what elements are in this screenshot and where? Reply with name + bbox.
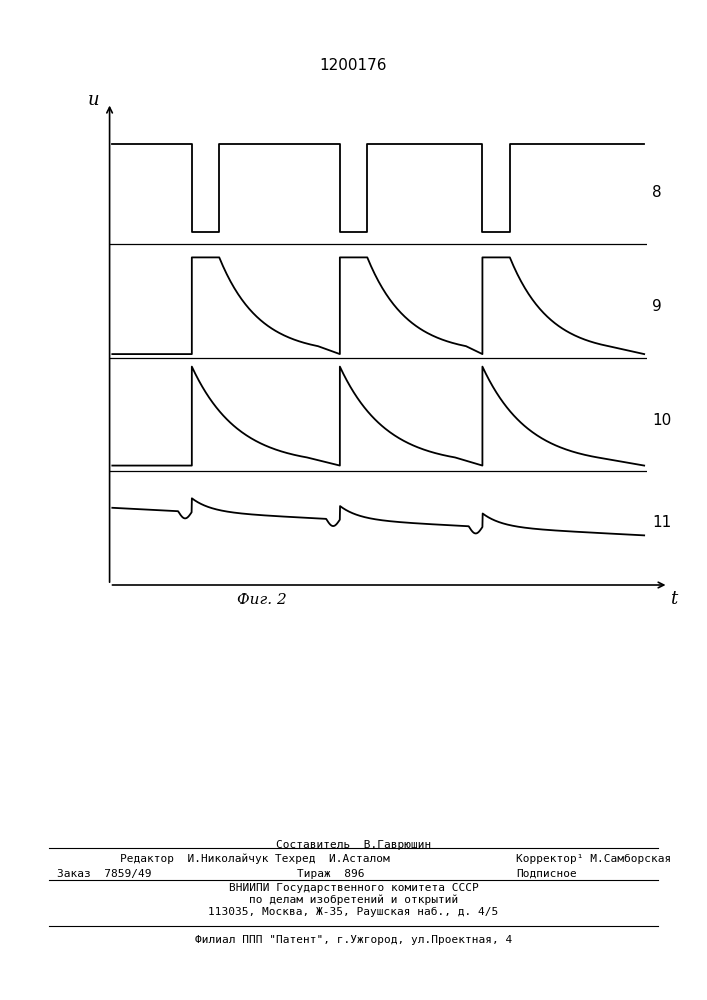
Text: t: t xyxy=(670,590,677,608)
Text: Редактор  И.Николайчук: Редактор И.Николайчук xyxy=(120,854,269,864)
Text: по делам изобретений и открытий: по делам изобретений и открытий xyxy=(249,895,458,905)
Text: Филиал ППП "Патент", г.Ужгород, ул.Проектная, 4: Филиал ППП "Патент", г.Ужгород, ул.Проек… xyxy=(195,935,512,945)
Text: Подписное: Подписное xyxy=(516,869,577,879)
Text: 9: 9 xyxy=(653,299,662,314)
Text: Составитель  В.Гаврюшин: Составитель В.Гаврюшин xyxy=(276,840,431,850)
Text: 113035, Москва, Ж-35, Раушская наб., д. 4/5: 113035, Москва, Ж-35, Раушская наб., д. … xyxy=(209,907,498,917)
Text: Заказ  7859/49: Заказ 7859/49 xyxy=(57,869,151,879)
Text: 10: 10 xyxy=(653,413,672,428)
Text: Тираж  896: Тираж 896 xyxy=(297,869,364,879)
Text: Корректор¹ М.Самборская: Корректор¹ М.Самборская xyxy=(516,854,672,864)
Text: Фиг. 2: Фиг. 2 xyxy=(237,593,286,607)
Text: 1200176: 1200176 xyxy=(320,57,387,73)
Text: 8: 8 xyxy=(653,185,662,200)
Text: 11: 11 xyxy=(653,515,672,530)
Text: ВНИИПИ Государственного комитета СССР: ВНИИПИ Государственного комитета СССР xyxy=(228,883,479,893)
Text: u: u xyxy=(88,91,99,109)
Text: Техред  И.Асталом: Техред И.Асталом xyxy=(275,854,390,864)
